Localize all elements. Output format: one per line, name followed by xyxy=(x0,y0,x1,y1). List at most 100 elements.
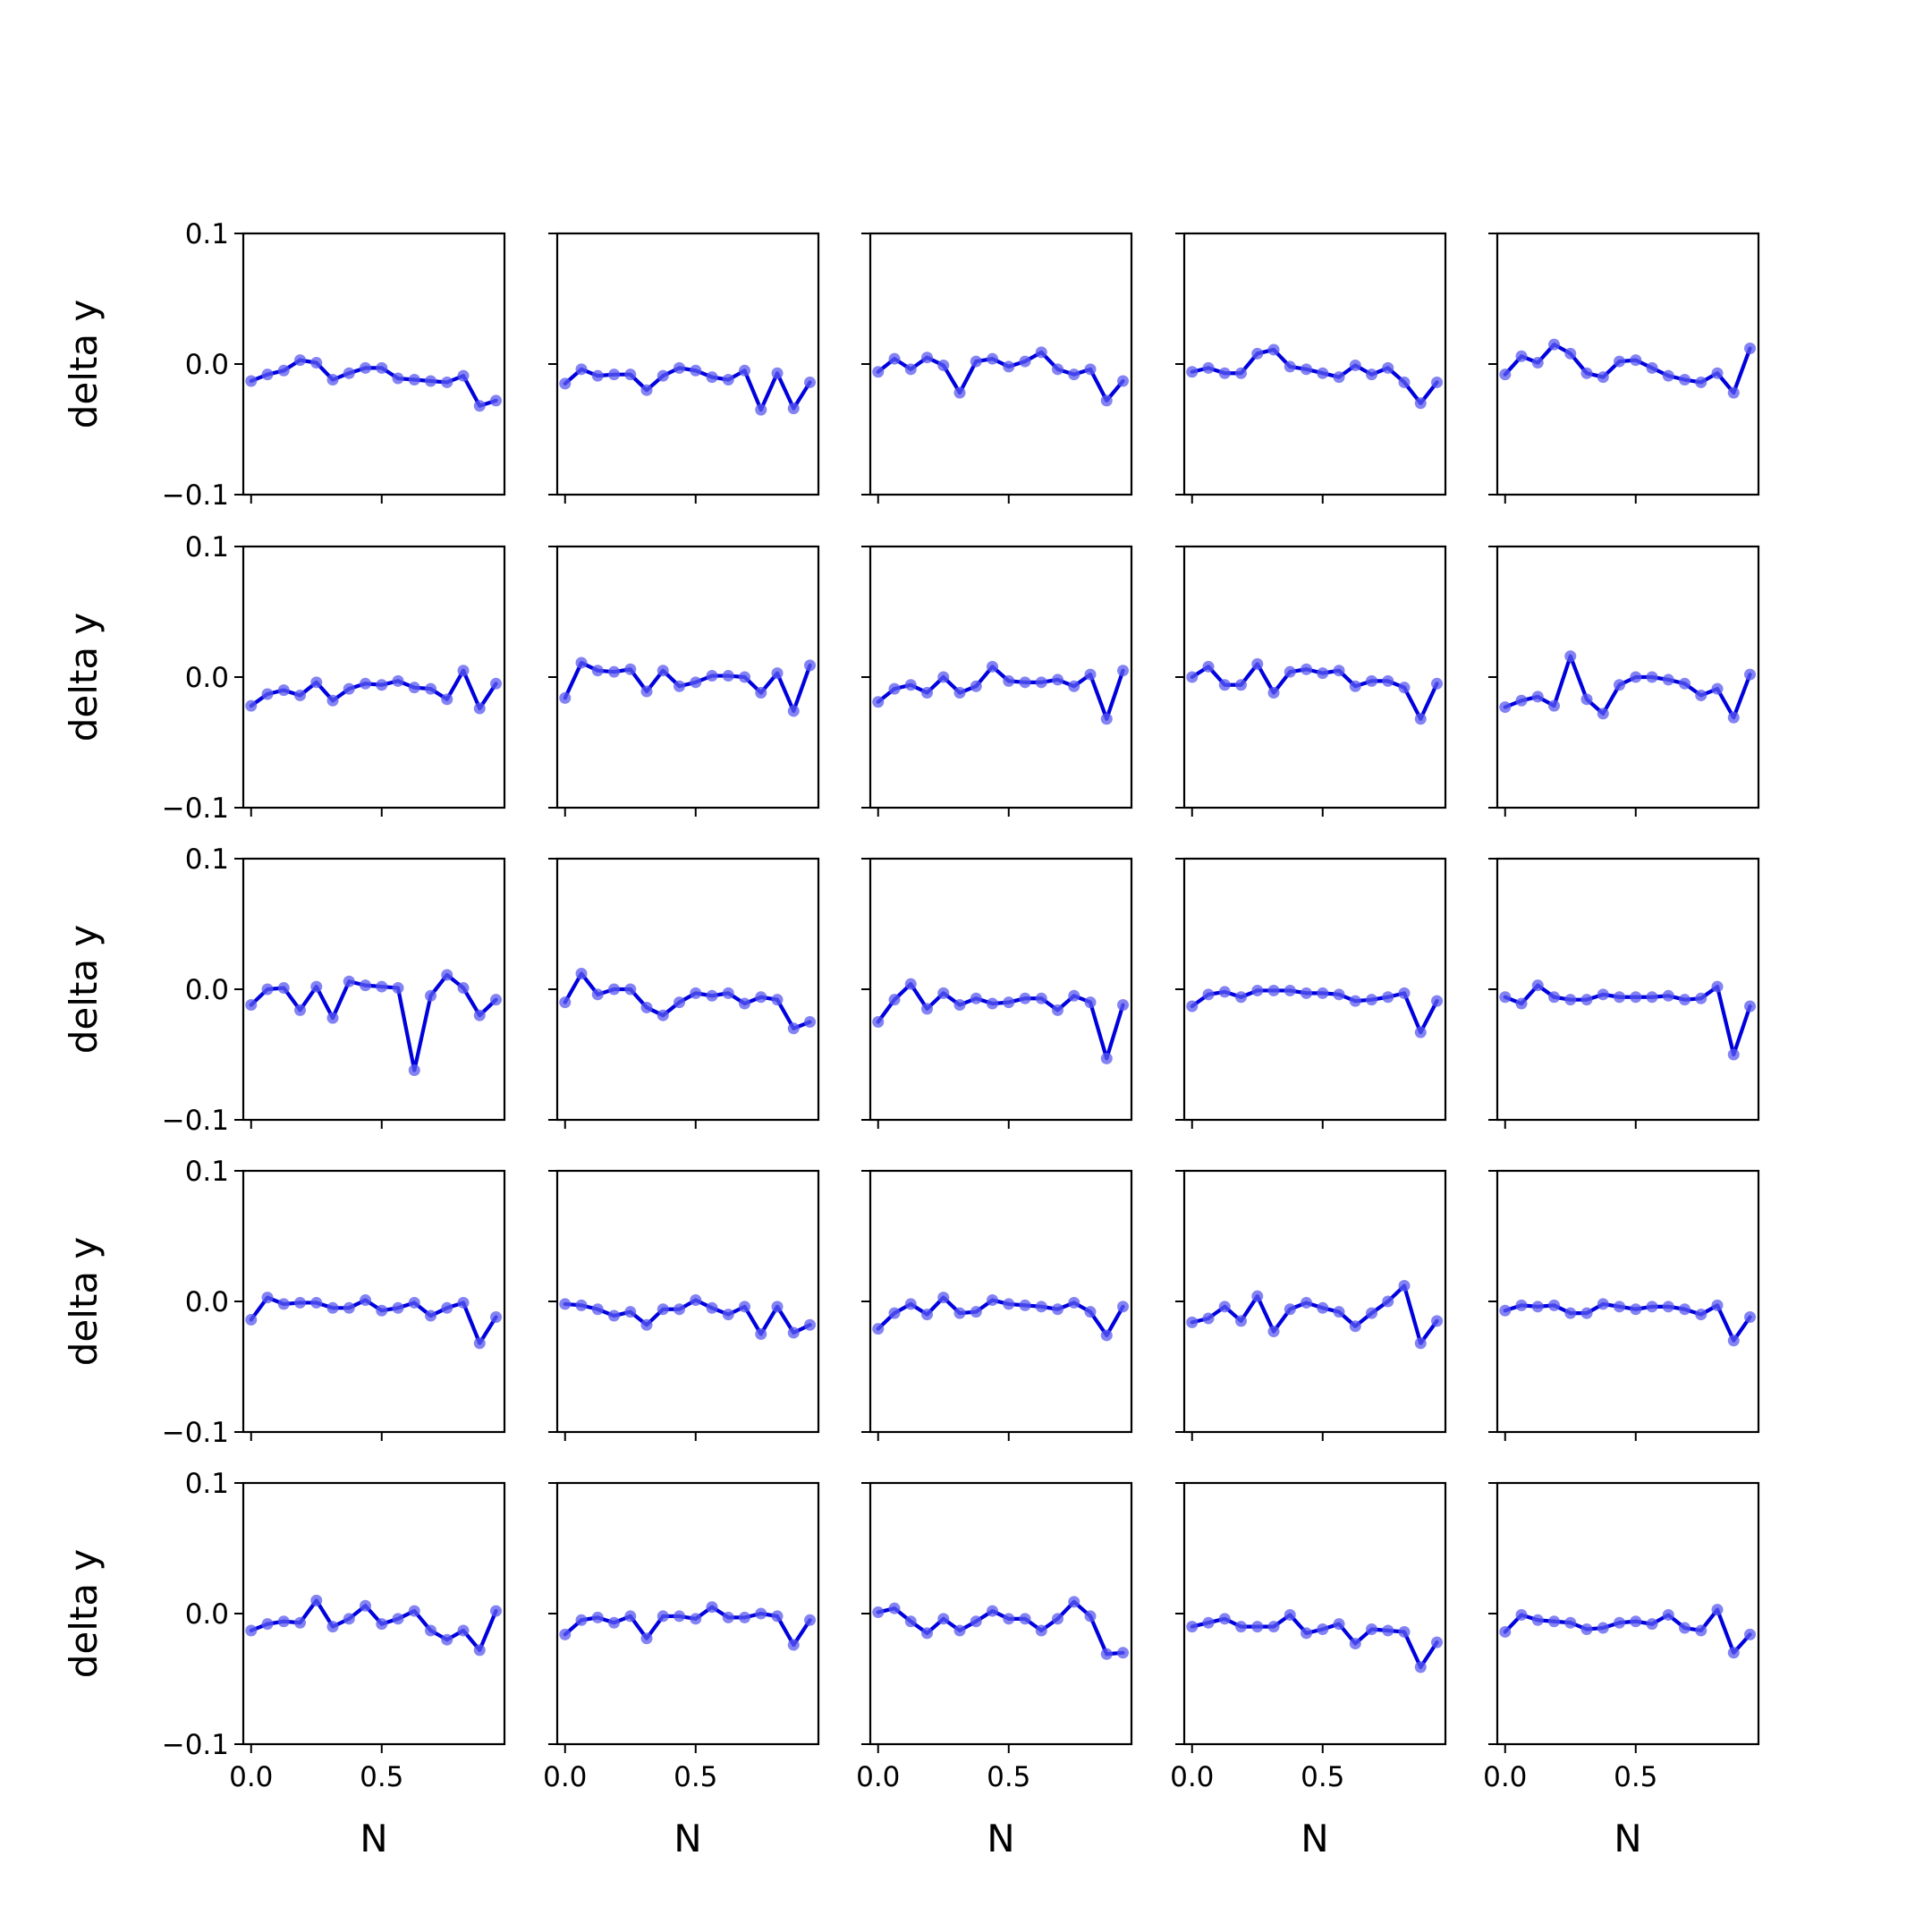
data-point xyxy=(1711,1604,1724,1616)
data-point xyxy=(310,676,323,689)
data-point xyxy=(771,1301,784,1313)
data-point xyxy=(1084,1306,1097,1318)
data-point xyxy=(987,1294,999,1307)
series-line xyxy=(1503,983,1752,1057)
data-point xyxy=(1597,988,1609,1001)
data-point xyxy=(1052,674,1064,686)
data-point xyxy=(1564,347,1577,360)
data-point xyxy=(1711,367,1724,379)
y-tick-label: 0.1 xyxy=(185,1468,229,1500)
data-point xyxy=(1646,991,1658,1004)
data-point xyxy=(937,1292,950,1304)
data-point xyxy=(575,363,588,376)
data-point xyxy=(1531,357,1544,369)
data-point xyxy=(1366,369,1378,381)
data-point xyxy=(1662,989,1674,1002)
data-point xyxy=(1052,363,1064,376)
series-line xyxy=(563,1605,812,1648)
data-point xyxy=(575,657,588,669)
series-line xyxy=(1190,662,1439,721)
data-point xyxy=(1068,989,1080,1002)
data-point xyxy=(608,1616,621,1629)
data-point xyxy=(1019,355,1031,368)
data-point xyxy=(1614,679,1626,691)
data-point xyxy=(970,1306,982,1318)
data-point xyxy=(1398,376,1411,388)
data-point xyxy=(1366,1307,1378,1319)
data-point xyxy=(1186,366,1199,378)
data-point xyxy=(953,687,966,699)
x-axis-label: N xyxy=(1614,1817,1641,1860)
data-point xyxy=(425,1309,437,1322)
subplot-3-4 xyxy=(1175,857,1447,1129)
data-point xyxy=(1564,994,1577,1006)
y-tick-label: 0.0 xyxy=(185,974,229,1006)
data-point xyxy=(608,369,621,381)
data-point xyxy=(804,659,817,672)
data-point xyxy=(1646,671,1658,683)
data-point xyxy=(1744,1311,1757,1324)
data-point xyxy=(755,991,767,1004)
data-point xyxy=(771,1610,784,1623)
data-point xyxy=(970,680,982,692)
data-point xyxy=(970,992,982,1004)
data-point xyxy=(473,702,486,715)
data-point xyxy=(294,1004,307,1016)
data-point xyxy=(1333,988,1345,1001)
data-point xyxy=(904,1615,917,1628)
data-point xyxy=(294,1616,307,1629)
series-line xyxy=(1190,988,1439,1035)
data-point xyxy=(310,980,323,993)
data-point xyxy=(739,1611,751,1623)
data-point xyxy=(1695,376,1707,388)
data-point xyxy=(1499,1625,1512,1638)
data-point xyxy=(1744,1628,1757,1640)
x-tick-label: 0.5 xyxy=(1301,1761,1344,1793)
data-point xyxy=(1646,1301,1658,1313)
data-point xyxy=(804,1318,817,1331)
subplot-1-2 xyxy=(548,232,820,504)
data-point xyxy=(1695,1309,1707,1321)
data-point xyxy=(1499,701,1512,714)
data-point xyxy=(706,1601,718,1614)
data-point xyxy=(575,967,588,979)
data-point xyxy=(1414,1026,1427,1038)
data-point xyxy=(277,364,290,377)
data-point xyxy=(1744,668,1757,681)
subplot-4-1: −0.1 0.0 0.1 delta y xyxy=(62,1156,506,1449)
series-line xyxy=(876,665,1125,721)
series-line xyxy=(1503,1301,1752,1343)
data-point xyxy=(1711,1299,1724,1311)
data-point xyxy=(1597,1622,1609,1634)
data-point xyxy=(804,376,817,388)
data-point xyxy=(245,375,258,387)
data-point xyxy=(1398,1625,1411,1638)
subplot-2-3 xyxy=(861,545,1133,817)
y-axis-label: delta y xyxy=(62,1237,106,1367)
data-point xyxy=(1035,1624,1047,1637)
data-point xyxy=(987,660,999,673)
data-point xyxy=(953,999,966,1012)
data-point xyxy=(591,1303,604,1316)
subplot-5-4: 0.0 0.5 N xyxy=(1170,1481,1447,1860)
data-point xyxy=(1317,667,1329,680)
data-point xyxy=(1580,367,1593,379)
y-tick-label: 0.0 xyxy=(185,662,229,694)
data-point xyxy=(771,367,784,379)
data-point xyxy=(1531,691,1544,703)
data-point xyxy=(473,1009,486,1021)
data-point xyxy=(408,1605,420,1617)
data-point xyxy=(360,361,372,374)
y-tick-label: 0.0 xyxy=(185,1286,229,1318)
data-point xyxy=(1515,350,1528,362)
data-point xyxy=(739,671,751,683)
data-point xyxy=(1564,1616,1577,1629)
data-point xyxy=(1100,394,1113,407)
data-point xyxy=(1727,1048,1740,1061)
data-point xyxy=(1564,1307,1577,1319)
data-point xyxy=(1301,987,1313,999)
data-point xyxy=(1100,1329,1113,1342)
data-point xyxy=(937,1613,950,1625)
data-point xyxy=(1235,679,1248,691)
